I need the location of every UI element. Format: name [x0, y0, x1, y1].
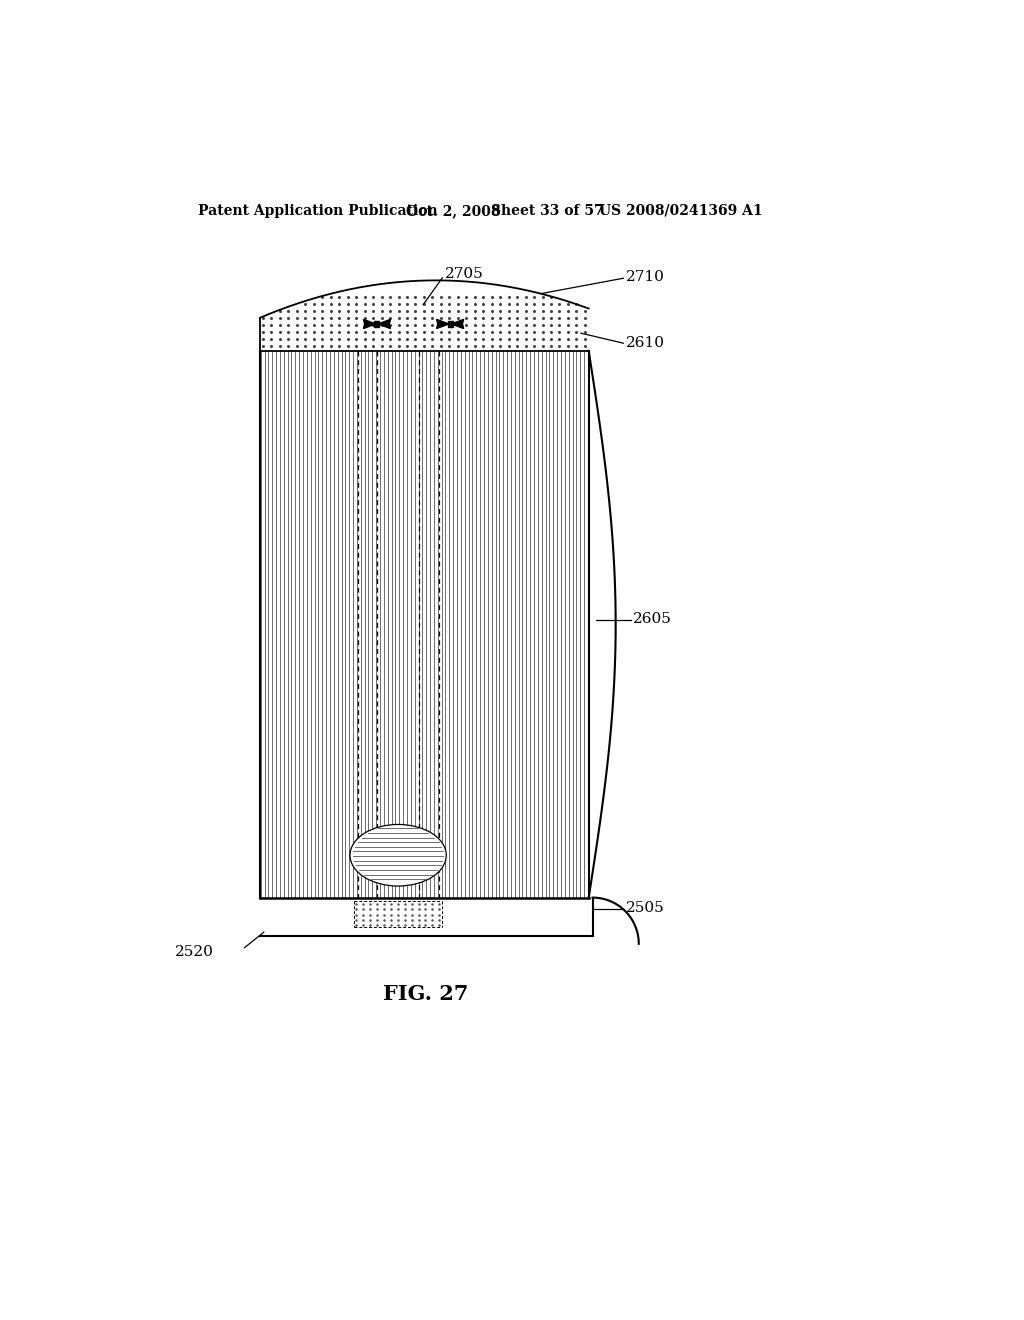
Polygon shape	[436, 319, 449, 329]
Text: 2710: 2710	[626, 269, 665, 284]
Text: FIG. 27: FIG. 27	[383, 983, 468, 1003]
Polygon shape	[375, 321, 380, 327]
Text: US 2008/0241369 A1: US 2008/0241369 A1	[599, 203, 762, 218]
Text: 2605: 2605	[634, 612, 672, 626]
Ellipse shape	[350, 825, 446, 886]
Polygon shape	[447, 321, 453, 327]
Polygon shape	[260, 351, 589, 898]
Polygon shape	[260, 898, 593, 936]
Polygon shape	[452, 319, 464, 329]
Polygon shape	[260, 280, 589, 351]
Text: 2705: 2705	[444, 267, 483, 281]
Text: Patent Application Publication: Patent Application Publication	[199, 203, 438, 218]
Text: 2520: 2520	[175, 945, 214, 958]
Polygon shape	[364, 319, 376, 329]
Polygon shape	[378, 319, 390, 329]
Text: Sheet 33 of 57: Sheet 33 of 57	[490, 203, 603, 218]
Text: 2610: 2610	[626, 337, 665, 350]
Text: Oct. 2, 2008: Oct. 2, 2008	[407, 203, 501, 218]
Text: 2505: 2505	[626, 900, 665, 915]
